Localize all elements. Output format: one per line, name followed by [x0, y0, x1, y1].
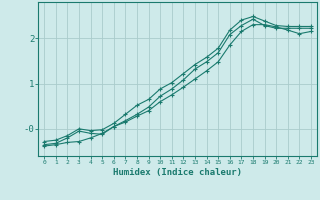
X-axis label: Humidex (Indice chaleur): Humidex (Indice chaleur)	[113, 168, 242, 177]
